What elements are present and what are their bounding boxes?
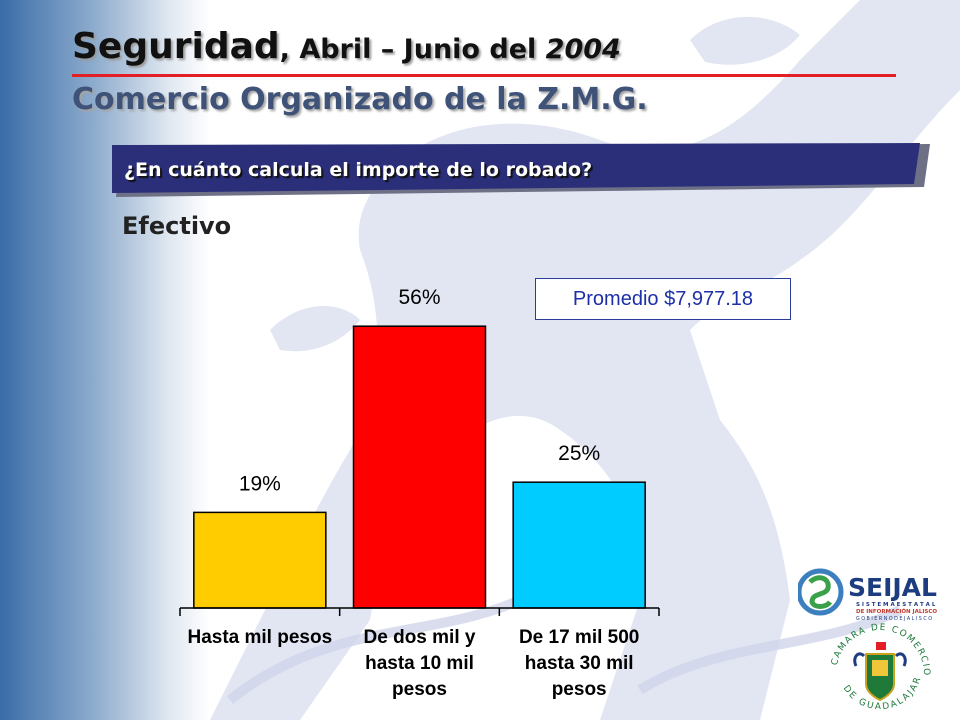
bar <box>512 481 646 609</box>
camara-flag-icon <box>876 642 886 650</box>
page-subtitle: Comercio Organizado de la Z.M.G. <box>72 82 648 117</box>
bar-value-label: 25% <box>558 442 600 465</box>
logos-area: SEIJAL S I S T E M A E S T A T A L DE IN… <box>798 562 937 712</box>
seijal-logo: SEIJAL S I S T E M A E S T A T A L DE IN… <box>798 568 937 622</box>
seijal-line2: DE INFORMACIÓN JALISCO <box>856 608 937 615</box>
page-title: Seguridad, Abril – Junio del 2004 <box>72 26 621 67</box>
bar-value-label: 56% <box>398 286 440 309</box>
bar-value-label: 19% <box>239 472 281 495</box>
category-label: hasta 30 mil <box>525 653 634 674</box>
category-label: De 17 mil 500 <box>519 627 639 648</box>
title-main: Seguridad <box>72 26 280 67</box>
title-underline-rule <box>72 74 896 77</box>
question-banner <box>112 143 930 197</box>
seijal-swirl-icon <box>808 575 833 609</box>
background-gradient-band <box>0 0 210 720</box>
question-text: ¿En cuánto calcula el importe de lo roba… <box>124 159 593 181</box>
title-year: 2004 <box>545 34 621 65</box>
seijal-name: SEIJAL <box>848 573 937 602</box>
seijal-line3: G O B I E R N O D E J A L I S C O <box>856 616 932 622</box>
seijal-line1: S I S T E M A E S T A T A L <box>856 602 936 608</box>
bar <box>193 511 327 609</box>
camara-shield-inner-icon <box>872 660 888 676</box>
seijal-ring-icon <box>798 568 844 616</box>
category-label: pesos <box>552 679 607 700</box>
category-label: De dos mil y <box>364 627 476 648</box>
bar <box>352 325 487 609</box>
camara-scroll-icon <box>853 652 907 667</box>
category-label: hasta 10 mil <box>365 653 474 674</box>
category-label: Hasta mil pesos <box>187 627 332 648</box>
average-box: Promedio $7,977.18 <box>535 278 791 320</box>
section-label: Efectivo <box>122 212 232 240</box>
title-rest: , Abril – Junio del <box>279 34 546 65</box>
category-label: pesos <box>392 679 447 700</box>
